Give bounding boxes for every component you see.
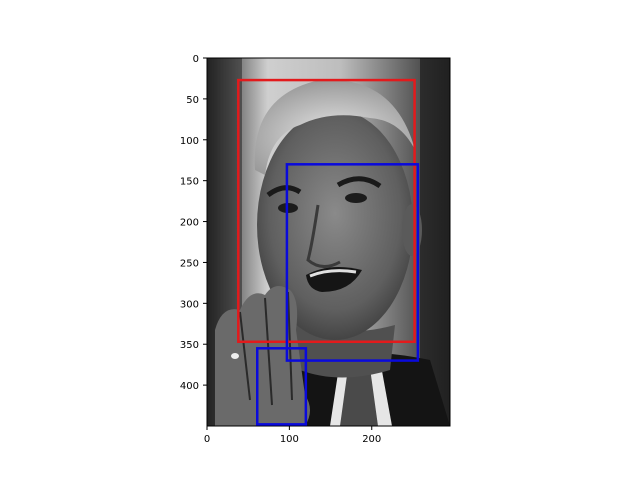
y-tick-label: 200 [180,218,199,229]
y-tick-label: 50 [186,95,199,106]
y-tick-label: 250 [180,258,199,269]
axes-frame [206,57,451,427]
y-tick-label: 150 [180,177,199,188]
bounding-box-1 [237,78,416,344]
bounding-box-2 [285,163,420,362]
x-tick-label: 100 [280,434,299,445]
y-axis-ticks: 0 50 100 150 200 250 300 350 400 [180,54,207,392]
y-tick-label: 400 [180,381,199,392]
y-tick-label: 100 [180,136,199,147]
y-tick-label: 0 [193,54,199,65]
y-tick-label: 350 [180,340,199,351]
x-tick-label: 0 [204,434,210,445]
x-tick-label: 200 [362,434,381,445]
bounding-boxes [237,78,420,426]
y-tick-label: 300 [180,299,199,310]
bounding-box-3 [255,347,308,426]
x-axis-ticks: 0 100 200 [204,426,381,445]
